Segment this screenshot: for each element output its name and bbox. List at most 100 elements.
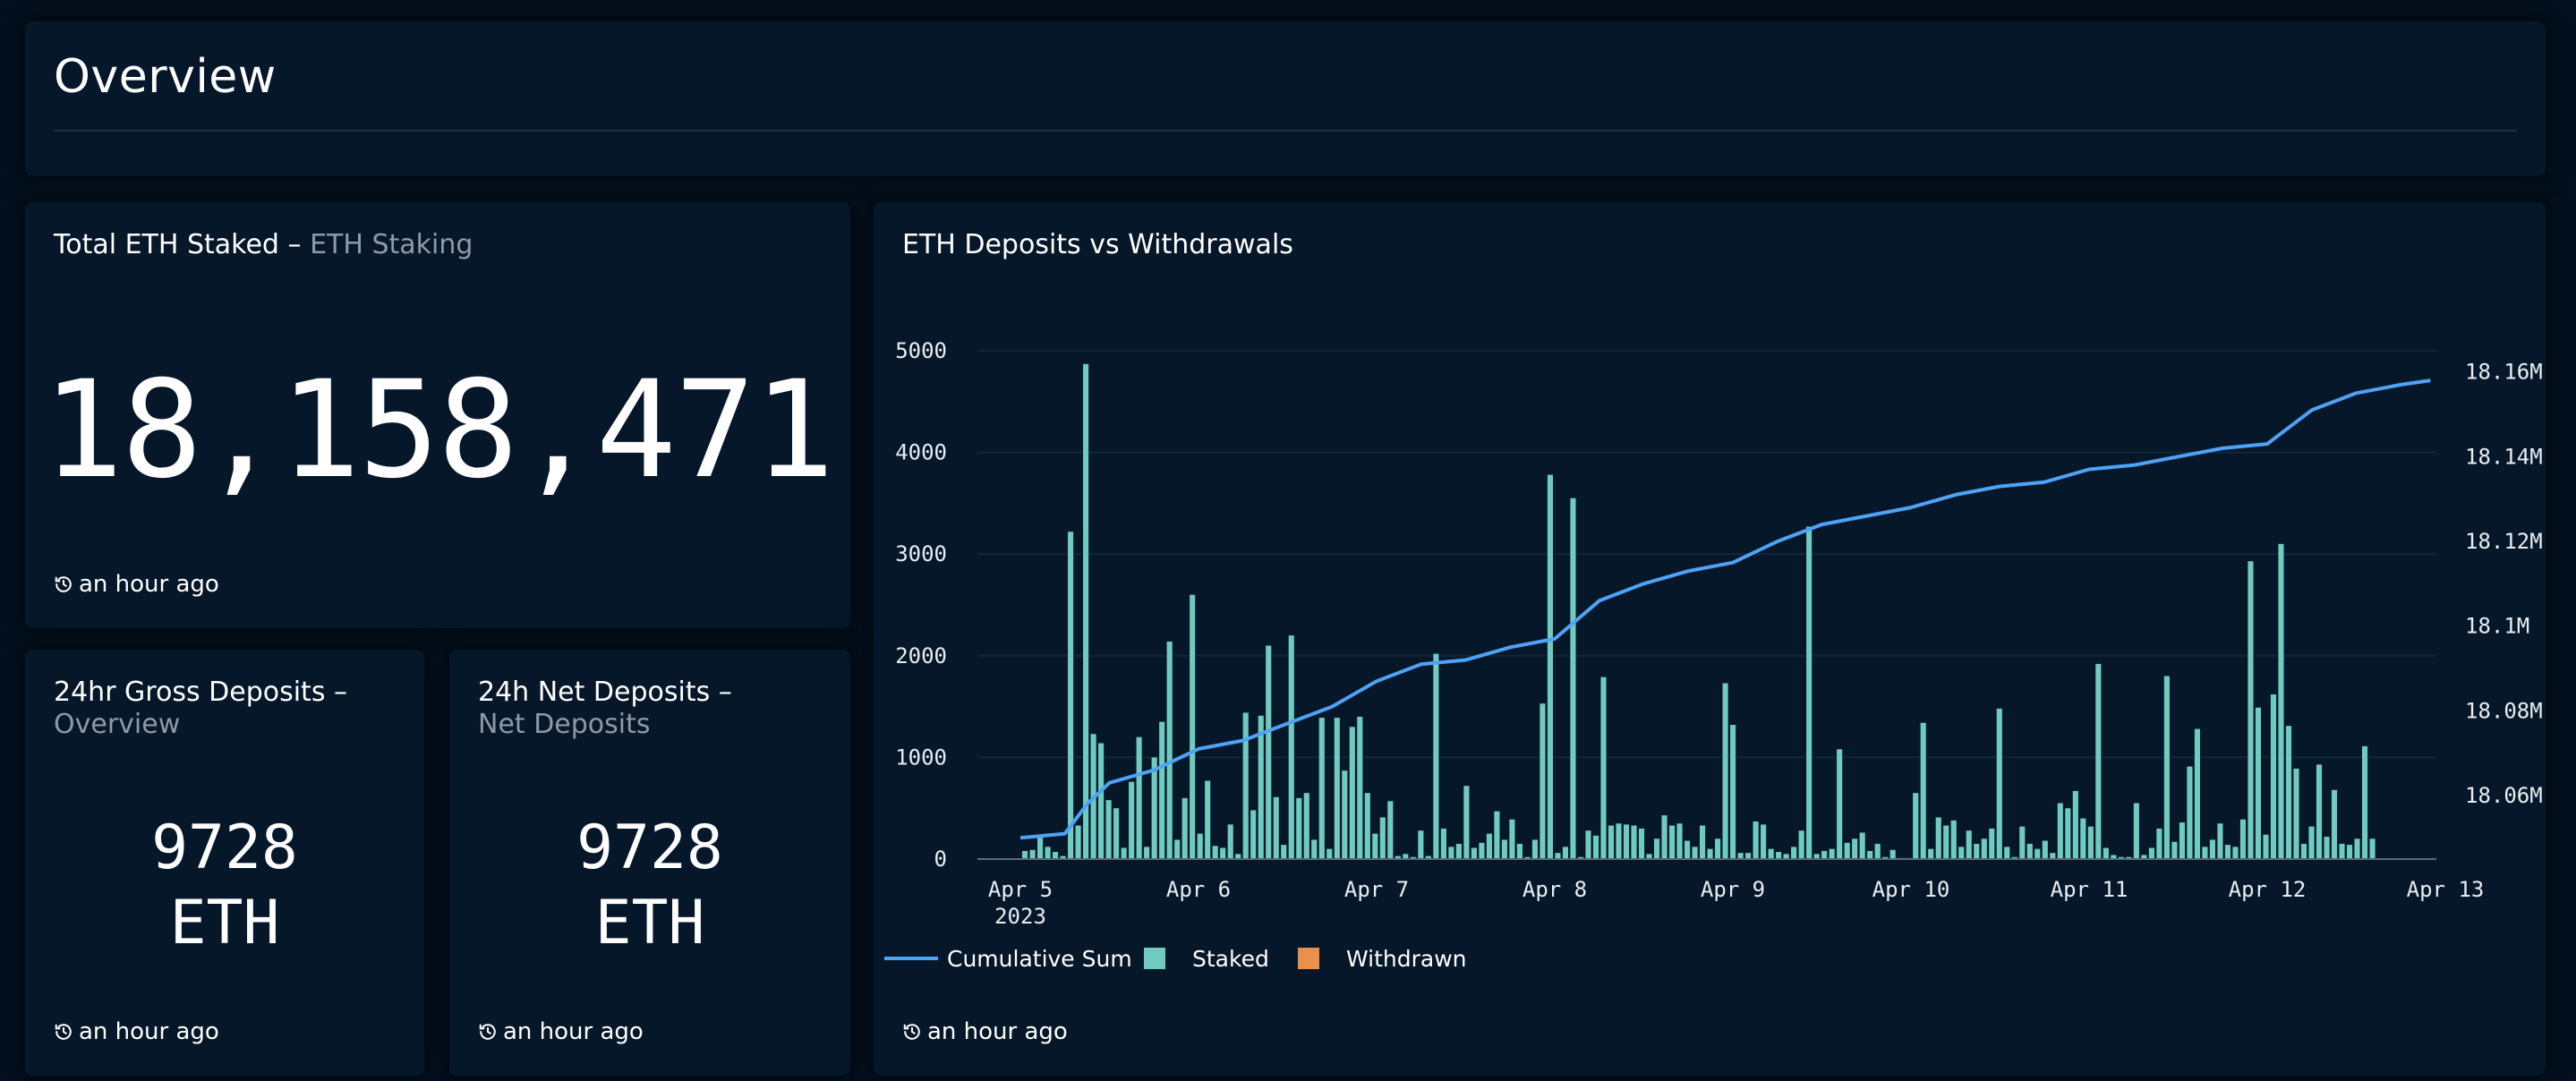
card-title-separator: – (287, 229, 302, 260)
staked-bar (2072, 790, 2078, 859)
staked-bar (1205, 780, 1211, 859)
staked-bar (2263, 834, 2269, 859)
staked-bar (1859, 832, 1865, 859)
staked-bar (2300, 843, 2307, 859)
staked-bar (2011, 856, 2017, 859)
staked-bar (2095, 663, 2102, 859)
cumulative-sum-line (1019, 379, 2431, 840)
staked-bar (1212, 846, 1218, 859)
card-title[interactable]: ETH Deposits vs Withdrawals (902, 229, 1293, 260)
card-title-separator: – (334, 677, 347, 708)
total-eth-staked-card: Total ETH Staked – ETH Staking 18,158,47… (25, 202, 850, 628)
staked-bar (1722, 683, 1728, 859)
staked-bar (1829, 848, 1835, 859)
staked-bar (1631, 825, 1637, 859)
staked-bar (1753, 821, 1759, 859)
staked-bar (1403, 854, 1409, 859)
staked-bar (1608, 825, 1615, 859)
x-tick-label: Apr 12 (2229, 877, 2307, 902)
staked-bar (1288, 635, 1294, 859)
staked-bar (1913, 793, 1919, 859)
staked-bar (1235, 854, 1241, 859)
staked-bar (1197, 833, 1203, 859)
staked-bar (1684, 840, 1691, 859)
staked-bar (2148, 847, 2154, 859)
gross-deposits-card: 24hr Gross Deposits – Overview 9728 ETH … (25, 650, 424, 1076)
staked-bar (1471, 847, 1477, 859)
staked-bar (2141, 855, 2147, 859)
staked-bar (1281, 845, 1287, 859)
staked-bar (1555, 853, 1561, 859)
staked-bar (2111, 855, 2117, 859)
staked-bar (1974, 843, 1980, 859)
staked-bar (1783, 854, 1789, 859)
staked-bar (2080, 818, 2086, 859)
staked-bar (1075, 825, 1081, 859)
staked-bar (1190, 594, 1196, 859)
net-deposits-card: 24h Net Deposits – Net Deposits 9728 ETH… (449, 650, 850, 1076)
card-title-subtitle[interactable]: Overview (54, 709, 181, 740)
staked-bar (1395, 855, 1401, 859)
staked-bar (2270, 694, 2277, 859)
history-icon (55, 1024, 72, 1040)
staked-bar (1592, 835, 1599, 859)
staked-bar (1882, 856, 1889, 859)
staked-bar (1479, 842, 1485, 859)
card-title-separator: – (718, 677, 732, 708)
staked-bar (1258, 715, 1264, 859)
staked-bar (2057, 803, 2063, 859)
x-year-label: 2023 (994, 904, 1046, 929)
staked-bar (1440, 828, 1446, 859)
staked-bar (1303, 793, 1309, 859)
staked-bar (1121, 847, 1127, 859)
y-right-tick-label: 18.1M (2465, 614, 2529, 639)
y-left-tick-label: 1000 (895, 745, 947, 770)
card-title[interactable]: 24h Net Deposits – Net Deposits (478, 677, 732, 741)
last-updated-text: an hour ago (503, 1018, 644, 1045)
staked-bar (2179, 822, 2185, 859)
staked-bar (1334, 718, 1340, 859)
staked-bar (2361, 745, 2368, 859)
staked-bar (1874, 843, 1881, 859)
staked-bar (1250, 810, 1257, 859)
staked-bar (2293, 768, 2299, 859)
card-title-main: 24hr Gross Deposits (54, 677, 326, 708)
staked-bar (2248, 561, 2254, 859)
card-title-main: Total ETH Staked (54, 229, 279, 260)
staked-bar (2239, 819, 2247, 859)
overview-header-panel: Overview (25, 21, 2546, 175)
deposits-withdrawals-chart[interactable]: 0 1000 2000 3000 4000 5000 18.06M 18.08M 18.1M 18… (874, 202, 2546, 1076)
staked-bar (1996, 708, 2002, 859)
staked-bar (1448, 847, 1454, 859)
staked-bar (1638, 828, 1645, 859)
card-title[interactable]: 24hr Gross Deposits – Overview (54, 677, 347, 741)
card-title-subtitle[interactable]: Net Deposits (478, 709, 651, 740)
staked-bar (2026, 843, 2033, 859)
staked-bar (2209, 839, 2215, 859)
staked-bar (1455, 843, 1462, 859)
net-deposits-value: 9728 (576, 813, 723, 883)
legend-withdrawn-swatch (1298, 948, 1319, 969)
card-title-subtitle[interactable]: ETH Staking (310, 229, 473, 260)
staked-bar (1852, 838, 1858, 859)
staked-bar (2034, 848, 2041, 859)
y-right-tick-label: 18.06M (2465, 783, 2543, 808)
page-title: Overview (54, 50, 277, 104)
staked-bar (2346, 845, 2353, 859)
staked-bar (1981, 838, 1987, 859)
staked-bar (2163, 676, 2170, 859)
card-title[interactable]: Total ETH Staked – ETH Staking (54, 229, 473, 261)
staked-bar (1266, 645, 1272, 859)
staked-bar (1410, 856, 1416, 859)
staked-bar (2285, 726, 2292, 859)
staked-bar (1022, 850, 1028, 859)
gross-deposits-stat: 9728 ETH (25, 811, 424, 961)
staked-bar (1668, 825, 1676, 859)
staked-bar (1798, 830, 1804, 859)
staked-bar (1068, 532, 1074, 859)
staked-bar (2065, 808, 2071, 859)
staked-bar (1144, 847, 1150, 859)
staked-bar (2156, 828, 2162, 859)
net-deposits-unit: ETH (594, 888, 705, 958)
staked-bar (1060, 855, 1066, 859)
